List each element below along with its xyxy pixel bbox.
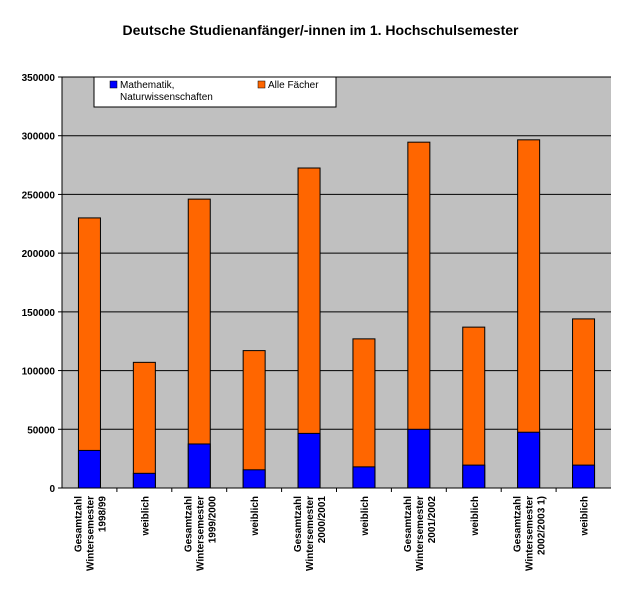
x-tick-label: 1999/2000 (207, 496, 218, 544)
bar-alle-faecher (132, 361, 156, 489)
legend-swatch-alle-faecher (257, 80, 266, 89)
y-tick-label: 100000 (22, 367, 56, 378)
x-tick-label: weiblich (140, 496, 151, 536)
x-tick-label: Wintersemester (305, 496, 316, 571)
x-tick-label: Gesamtzahl (293, 496, 304, 552)
x-tick-label: weiblich (470, 496, 481, 536)
bar-mathematik (407, 428, 431, 489)
y-tick-label: 350000 (22, 73, 56, 84)
x-axis: Gesamtzahl Wintersemester 1998/99 weiblich G… (73, 488, 591, 571)
x-tick-label: 2002/2003 1) (537, 496, 548, 555)
bar-mathematik (242, 469, 266, 489)
y-tick-label: 250000 (22, 190, 56, 201)
x-tick-label: weiblich (580, 496, 591, 536)
x-tick-label: Gesamtzahl (513, 496, 524, 552)
bar-mathematik (352, 466, 376, 489)
bar-mathematik (77, 449, 101, 489)
legend-swatch-mathematik (109, 80, 118, 89)
bar-alle-faecher (572, 318, 596, 489)
x-tick-label: Wintersemester (195, 496, 206, 571)
chart-title: Deutsche Studienanfänger/-innen im 1. Ho… (122, 22, 519, 38)
x-tick-label: Gesamtzahl (73, 496, 84, 552)
y-tick-label: 200000 (22, 249, 56, 260)
x-tick-label: Gesamtzahl (403, 496, 414, 552)
x-tick-label: Wintersemester (85, 496, 96, 571)
legend-label-alle-faecher: Alle Fächer (268, 80, 319, 91)
x-tick-label: Gesamtzahl (183, 496, 194, 552)
bar-mathematik (572, 464, 596, 489)
bar-mathematik (297, 432, 321, 489)
x-tick-label: 1998/99 (97, 496, 108, 533)
x-tick-label: 2000/2001 (317, 496, 328, 544)
bar-mathematik (462, 464, 486, 489)
legend-box (93, 76, 337, 108)
bars (77, 139, 596, 489)
bar-mathematik (187, 443, 211, 489)
y-tick-label: 50000 (27, 425, 55, 436)
legend-label-mathematik: Naturwissenschaften (120, 92, 213, 103)
bar-mathematik (517, 431, 541, 489)
bar-alle-faecher (462, 326, 486, 489)
bar-alle-faecher (352, 338, 376, 489)
bar-alle-faecher (242, 350, 266, 489)
y-tick-label: 0 (49, 484, 55, 495)
x-tick-label: weiblich (360, 496, 371, 536)
legend-label-mathematik: Mathematik, (120, 80, 174, 91)
x-tick-label: Wintersemester (525, 496, 536, 571)
y-tick-label: 150000 (22, 308, 56, 319)
x-tick-label: 2001/2002 (427, 496, 438, 544)
x-tick-label: weiblich (250, 496, 261, 536)
bar-mathematik (132, 472, 156, 489)
bar-alle-faecher (77, 217, 101, 489)
y-tick-label: 300000 (22, 132, 56, 143)
x-tick-label: Wintersemester (415, 496, 426, 571)
legend: Mathematik,Naturwissenschaften Alle Fäche… (93, 76, 337, 108)
